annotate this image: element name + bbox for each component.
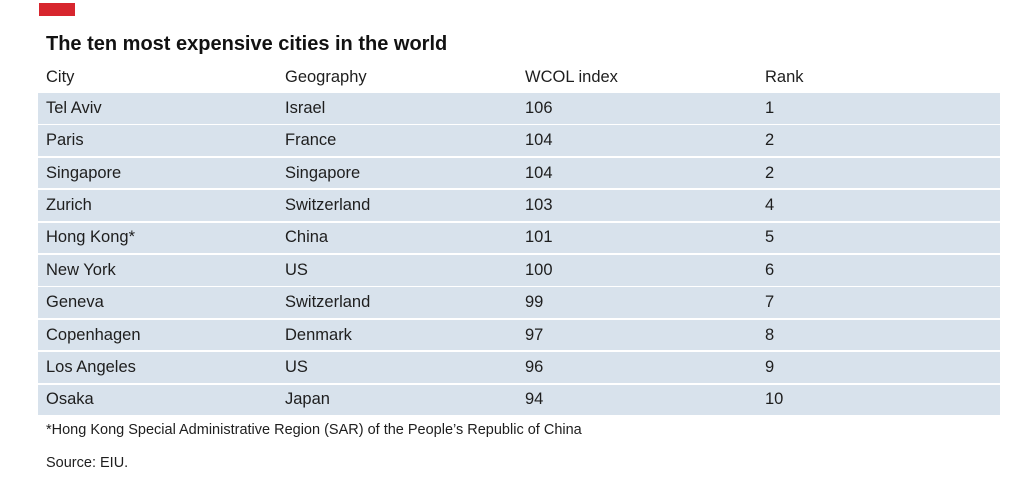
- wcol-index-cell: 97: [525, 325, 544, 344]
- table-row: Osaka Japan 94 10: [38, 384, 1000, 416]
- source-note: Source: EIU.: [46, 455, 129, 471]
- column-header-rank: Rank: [765, 68, 804, 86]
- table-row: Geneva Switzerland 99 7: [38, 287, 1000, 318]
- wcol-index-cell: 94: [525, 390, 544, 409]
- city-cell: Zurich: [46, 195, 92, 214]
- table-row: Zurich Switzerland 103 4: [38, 190, 1000, 221]
- table-header-row: City Geography WCOL index Rank: [38, 62, 1000, 93]
- rank-cell: 4: [765, 195, 775, 214]
- table-row: Los Angeles US 96 9: [38, 352, 1000, 383]
- geography-cell: Israel: [285, 98, 326, 117]
- city-cell: Hong Kong*: [46, 228, 135, 247]
- rank-cell: 6: [765, 260, 775, 279]
- wcol-index-cell: 99: [525, 293, 544, 312]
- rank-cell: 9: [765, 357, 775, 376]
- rank-cell: 8: [765, 325, 775, 344]
- table-row: Paris France 104 2: [38, 125, 1000, 156]
- geography-cell: US: [285, 357, 308, 376]
- table-row: Copenhagen Denmark 97 8: [38, 319, 1000, 351]
- city-cell: Paris: [46, 131, 84, 150]
- rank-cell: 7: [765, 293, 775, 312]
- wcol-index-cell: 96: [525, 357, 544, 376]
- accent-bar: [39, 3, 75, 16]
- geography-cell: Denmark: [285, 325, 352, 344]
- wcol-index-cell: 104: [525, 163, 553, 182]
- wcol-index-cell: 100: [525, 260, 553, 279]
- table-row: New York US 100 6: [38, 254, 1000, 286]
- city-cell: Los Angeles: [46, 357, 136, 376]
- table-title: The ten most expensive cities in the wor…: [46, 33, 448, 55]
- table-row: Singapore Singapore 104 2: [38, 157, 1000, 189]
- city-cell: Copenhagen: [46, 325, 141, 344]
- geography-cell: France: [285, 131, 337, 150]
- city-cell: Singapore: [46, 163, 122, 182]
- column-header-city: City: [46, 68, 75, 86]
- wcol-index-cell: 104: [525, 131, 553, 150]
- city-cell: Osaka: [46, 390, 94, 409]
- rank-cell: 1: [765, 98, 775, 117]
- table-body: Tel Aviv Israel 106 1 Paris France 104 2 Singapo…: [38, 93, 1000, 416]
- footnote: *Hong Kong Special Administrative Region…: [46, 422, 582, 438]
- cities-table: City Geography WCOL index Rank Tel Aviv I…: [38, 62, 1000, 417]
- table-row: Hong Kong* China 101 5: [38, 222, 1000, 254]
- geography-cell: Switzerland: [285, 293, 371, 312]
- wcol-index-cell: 106: [525, 98, 553, 117]
- column-header-wcol-index: WCOL index: [525, 68, 618, 86]
- geography-cell: China: [285, 228, 329, 247]
- wcol-index-cell: 101: [525, 228, 553, 247]
- rank-cell: 2: [765, 131, 775, 150]
- rank-cell: 2: [765, 163, 775, 182]
- geography-cell: Japan: [285, 390, 330, 409]
- geography-cell: Switzerland: [285, 195, 371, 214]
- geography-cell: US: [285, 260, 308, 279]
- table-row: Tel Aviv Israel 106 1: [38, 93, 1000, 124]
- column-header-geography: Geography: [285, 68, 367, 86]
- city-cell: Tel Aviv: [46, 98, 102, 117]
- city-cell: Geneva: [46, 293, 104, 312]
- rank-cell: 5: [765, 228, 775, 247]
- wcol-index-cell: 103: [525, 195, 553, 214]
- rank-cell: 10: [765, 390, 784, 409]
- geography-cell: Singapore: [285, 163, 361, 182]
- city-cell: New York: [46, 260, 116, 279]
